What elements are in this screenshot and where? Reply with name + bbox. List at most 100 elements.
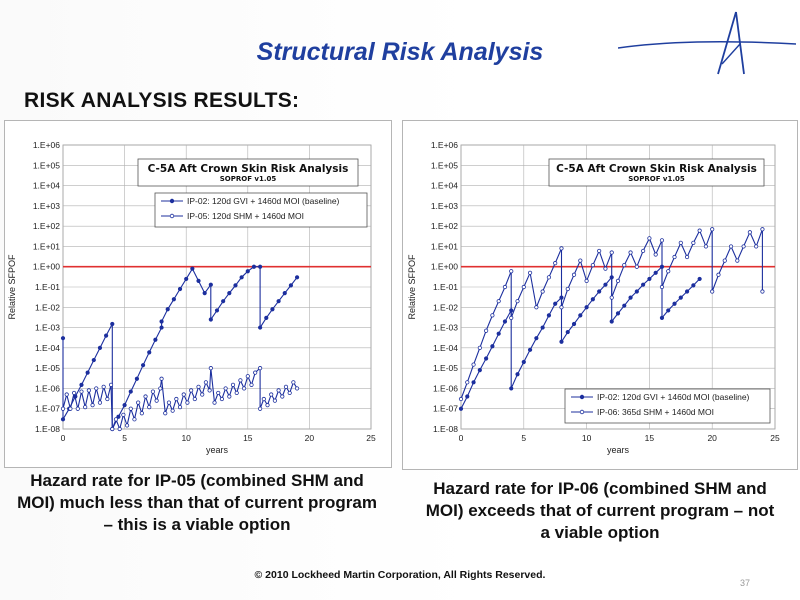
chart-1-series-0-point — [484, 356, 489, 361]
chart-0-series-1-point — [105, 396, 110, 402]
chart-1-series-1-point — [659, 284, 665, 290]
chart-0-y-tick-label: 1.E+05 — [33, 160, 60, 170]
chart-1-series-0-point — [559, 339, 564, 344]
chart-1-series-0-point — [465, 394, 470, 399]
chart-0-series-1-point — [272, 398, 278, 403]
chart-0-series-0-point — [60, 417, 66, 422]
chart-1-series-0-point — [628, 295, 633, 300]
chart-1-x-tick-label: 10 — [582, 433, 592, 443]
chart-1-series-1-point — [722, 258, 727, 263]
chart-1-series-1-point — [502, 284, 508, 290]
chart-0-y-tick-label: 1.E-06 — [35, 383, 60, 393]
chart-1-series-1-point — [666, 269, 671, 274]
chart-1-x-tick-label: 15 — [645, 433, 655, 443]
lockheed-star-logo — [618, 11, 796, 75]
chart-0-series-1-point — [276, 388, 281, 393]
chart-1-series-0-point — [609, 319, 614, 324]
chart-1-series-0-point — [697, 276, 702, 282]
chart-0-y-tick-label: 1.E-03 — [35, 323, 60, 333]
chart-1-series-1-point — [559, 305, 564, 310]
chart-0-series-1-point — [154, 398, 159, 403]
chart-1-series-1-point — [515, 299, 520, 304]
chart-1-series-1-point — [465, 380, 470, 385]
chart-1-series-0-point — [496, 331, 501, 336]
chart-1-series-0-point — [553, 301, 558, 306]
chart-1-y-tick-label: 1.E-08 — [433, 424, 458, 434]
chart-1-y-tick-label: 1.E-05 — [433, 363, 458, 373]
chart-1-series-1-point — [471, 362, 476, 367]
chart-0-y-tick-label: 1.E+02 — [33, 221, 60, 231]
chart-1-legend-swatch-marker — [579, 394, 585, 400]
chart-1-x-axis-title: years — [607, 445, 630, 455]
chart-0-series-0-point — [110, 321, 115, 327]
chart-0-series-0-point — [159, 319, 164, 324]
chart-1-series-1-point — [716, 272, 721, 277]
chart-0-series-0-point — [177, 286, 183, 292]
chart-1-series-0-point — [653, 270, 658, 275]
chart-1-y-tick-label: 1.E+04 — [431, 181, 458, 191]
chart-1-series-1-point — [653, 252, 658, 257]
chart-0-series-0-point — [196, 278, 201, 283]
chart-1-series-0-point — [666, 308, 671, 313]
chart-1-series-1-point — [484, 328, 489, 333]
chart-0-series-1-point — [64, 392, 69, 397]
risk-chart-ip06: 0 5 10 15 20 25 1.E-08 1.E-07 1.E-06 1.E-05 1.E-04… — [407, 140, 780, 455]
chart-0-y-tick-label: 1.E+00 — [33, 262, 60, 272]
chart-0-series-1-point — [287, 390, 292, 396]
chart-1-series-1-point — [747, 230, 752, 235]
chart-1-series-0-point — [691, 283, 696, 288]
chart-1-series-1-point — [609, 295, 614, 300]
chart-1-subtitle: SOPROF v1.05 — [628, 175, 685, 183]
chart-0-y-tick-label: 1.E+03 — [33, 201, 60, 211]
caption-ip05: Hazard rate for IP-05 (combined SHM and … — [17, 471, 377, 534]
chart-1-series-1-point — [559, 246, 564, 251]
chart-0-series-1-point — [207, 388, 212, 393]
chart-0-series-1-point — [136, 400, 141, 405]
chart-1-series-0-point — [546, 313, 552, 318]
chart-0-series-0-point — [233, 283, 238, 288]
chart-1-y-tick-label: 1.E+06 — [431, 140, 458, 150]
chart-0-x-axis-title: years — [206, 445, 229, 455]
chart-0-series-1-point — [177, 405, 183, 410]
chart-1-series-0-point — [471, 380, 476, 385]
chart-0-y-tick-label: 1.E-07 — [35, 404, 60, 414]
chart-1-y-tick-label: 1.E-06 — [433, 383, 458, 393]
chart-1-title: C-5A Aft Crown Skin Risk Analysis — [556, 163, 757, 175]
chart-0-series-1-point — [108, 382, 114, 387]
chart-0-x-tick-label: 15 — [243, 433, 253, 443]
chart-0-series-0-point — [97, 345, 103, 350]
chart-0-legend-entry: IP-02: 120d GVI + 1460d MOI (baseline) — [187, 196, 340, 206]
chart-1-x-tick-label: 20 — [707, 433, 717, 443]
chart-1-legend-entry: IP-02: 120d GVI + 1460d MOI (baseline) — [597, 392, 750, 402]
chart-1-series-0-point — [622, 303, 627, 308]
chart-1-x-tick-label: 25 — [770, 433, 780, 443]
chart-0-series-0-point — [282, 291, 287, 296]
chart-1-y-tick-label: 1.E+00 — [431, 262, 458, 272]
chart-0-series-0-point — [258, 264, 263, 269]
chart-0-series-1-point — [113, 417, 119, 422]
chart-0-series-0-point — [288, 283, 294, 288]
chart-0-x-tick-label: 10 — [181, 433, 191, 443]
copyright-notice: © 2010 Lockheed Martin Corporation, All … — [254, 569, 546, 581]
chart-0-series-1-point — [83, 405, 88, 410]
chart-0-series-1-point — [294, 386, 300, 391]
chart-0-x-tick-label: 5 — [122, 433, 127, 443]
chart-0-series-1-point — [139, 411, 144, 416]
chart-1-series-0-point — [571, 321, 577, 327]
chart-0-series-1-point — [86, 388, 91, 393]
chart-0-series-1-point — [253, 370, 258, 375]
chart-1-series-0-point — [647, 276, 652, 282]
chart-0-series-0-point — [227, 291, 232, 296]
chart-1-series-0-point — [684, 289, 690, 294]
chart-1-series-1-point — [571, 272, 577, 277]
chart-1-y-tick-label: 1.E+01 — [431, 241, 458, 251]
chart-0-series-1-point — [283, 384, 289, 389]
chart-0-series-0-point — [208, 282, 213, 287]
chart-0-series-1-point — [75, 406, 80, 411]
chart-0-series-1-point — [68, 406, 73, 411]
chart-0-series-0-point — [251, 264, 257, 269]
chart-1-series-1-point — [527, 270, 533, 275]
chart-0-series-1-point — [245, 374, 250, 379]
chart-0-series-1-point — [101, 384, 106, 389]
chart-1-series-1-point — [703, 244, 709, 249]
